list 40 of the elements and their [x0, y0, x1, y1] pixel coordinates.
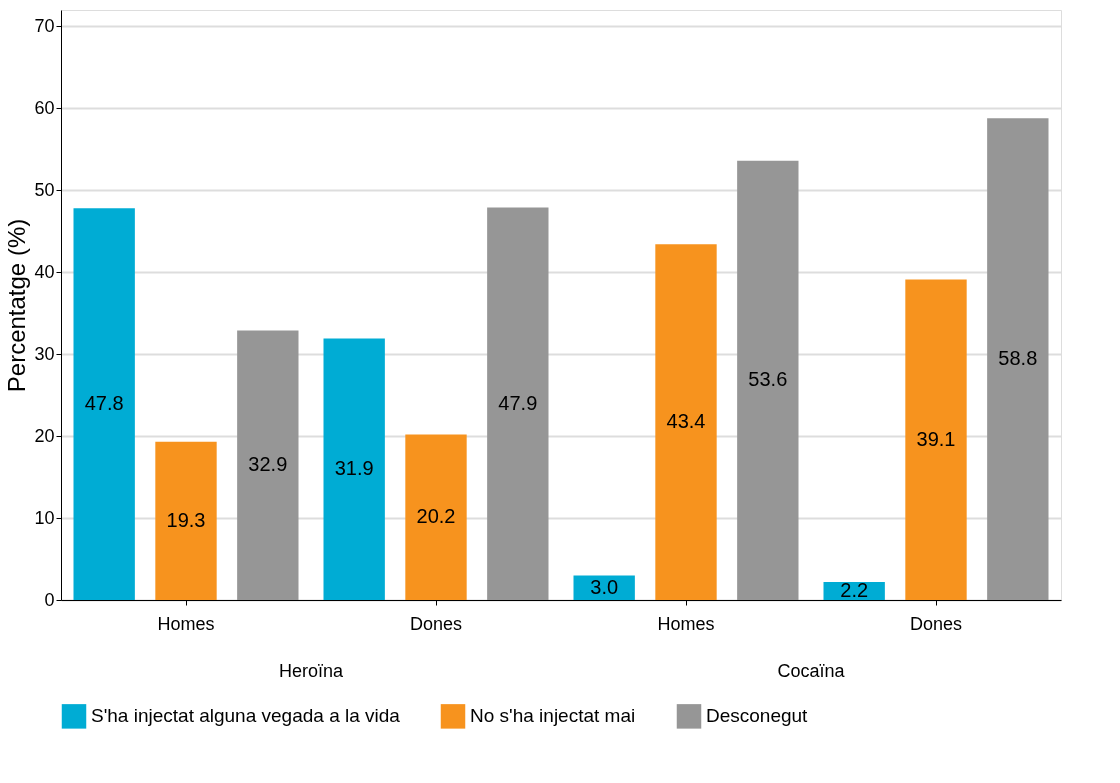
data-label: 32.9	[248, 453, 288, 476]
bar	[405, 434, 467, 600]
legend-label: No s'ha injectat mai	[470, 705, 636, 727]
legend-label: S'ha injectat alguna vegada a la vida	[91, 705, 401, 727]
y-tick-label: 20	[34, 425, 55, 446]
data-label: 43.4	[666, 410, 706, 433]
y-tick-label: 0	[44, 589, 55, 610]
y-tick-label: 40	[34, 261, 55, 282]
data-label: 47.8	[84, 392, 124, 415]
bar	[737, 160, 799, 600]
bar	[155, 441, 217, 600]
x-tick-label: Dones	[909, 613, 963, 634]
y-tick-label: 70	[34, 15, 55, 36]
data-label: 2.2	[840, 578, 869, 601]
bar	[655, 244, 717, 600]
y-tick-label: 10	[34, 507, 55, 528]
data-label: 19.3	[166, 508, 206, 531]
x-tick-label: Homes	[157, 613, 215, 634]
data-label: 53.6	[748, 368, 788, 391]
bar	[73, 208, 135, 600]
y-tick-label: 30	[34, 343, 55, 364]
bar	[237, 330, 299, 600]
data-label: 20.2	[416, 505, 456, 528]
data-label: 47.9	[498, 391, 538, 414]
y-tick-label: 50	[34, 179, 55, 200]
text: Heroïna	[278, 661, 344, 681]
data-label: 31.9	[334, 457, 374, 480]
data-label: 58.8	[998, 347, 1038, 370]
bar	[987, 118, 1049, 600]
x-tick-label: Homes	[657, 613, 715, 634]
y-tick-label: 60	[34, 97, 55, 118]
bar	[487, 207, 549, 600]
bar	[905, 279, 967, 600]
x-tick-label: Dones	[409, 613, 463, 634]
bar	[323, 338, 385, 600]
y-axis-title: Percentatge (%)	[3, 218, 31, 393]
data-label: 39.1	[916, 427, 956, 450]
legend-label: Desconegut	[706, 705, 809, 727]
data-label: 3.0	[590, 575, 619, 598]
text: Cocaïna	[777, 661, 846, 681]
